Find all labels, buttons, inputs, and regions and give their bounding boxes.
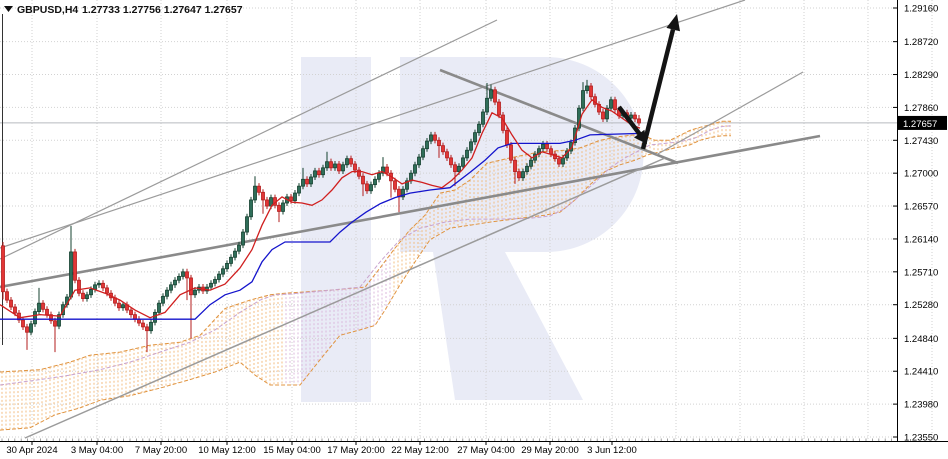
date-axis-label: 3 May 04:00 <box>71 445 123 456</box>
arrow-annotations[interactable] <box>617 14 680 150</box>
chart-menu-triangle-icon[interactable] <box>4 6 13 12</box>
price-axis-label: 1.23550 <box>904 433 938 444</box>
date-axis-label: 29 May 20:00 <box>521 445 579 456</box>
date-axis-label: 7 May 20:00 <box>135 445 187 456</box>
breakout-pointer-arrow-head <box>634 129 647 144</box>
price-axis-label: 1.24840 <box>904 334 938 345</box>
current-price-value: 1.27657 <box>903 119 937 130</box>
price-axis-label: 1.29160 <box>904 4 938 15</box>
price-axis-label: 1.25280 <box>904 300 938 311</box>
date-axis-label: 3 Jun 12:00 <box>587 445 637 456</box>
projection-arrow-up <box>640 28 676 150</box>
date-axis-label: 27 May 04:00 <box>457 445 515 456</box>
price-axis-label: 1.24410 <box>904 367 938 378</box>
current-price-tag: 1.27657 <box>898 115 947 130</box>
price-axis-label: 1.27430 <box>904 136 938 147</box>
price-axis-label: 1.26140 <box>904 234 938 245</box>
price-axis-label: 1.27860 <box>904 103 938 114</box>
price-axis-label: 1.27000 <box>904 169 938 180</box>
price-axis-label: 1.28720 <box>904 37 938 48</box>
breakout-pointer-arrow <box>617 105 642 136</box>
watermark-logo <box>301 57 644 402</box>
ohlc-values-label: 1.27733 1.27756 1.27647 1.27657 <box>82 4 243 16</box>
date-axis-label: 15 May 04:00 <box>263 445 321 456</box>
symbol-period-label: GBPUSD,H4 <box>17 4 78 16</box>
date-axis-label: 22 May 12:00 <box>391 445 449 456</box>
ichimoku-lines <box>0 98 641 320</box>
price-axis-label: 1.25710 <box>904 267 938 278</box>
price-axis-label: 1.23980 <box>904 400 938 411</box>
date-axis-label: 30 Apr 2024 <box>6 445 57 456</box>
date-axis-label: 17 May 20:00 <box>327 445 385 456</box>
price-axis-label: 1.28290 <box>904 70 938 81</box>
price-axis-label: 1.26570 <box>904 202 938 213</box>
date-axis-label: 10 May 12:00 <box>198 445 256 456</box>
projection-arrow-up-head <box>666 14 680 32</box>
chart-title: GBPUSD,H4 1.27733 1.27756 1.27647 1.2765… <box>4 4 243 16</box>
grid-lines <box>0 0 933 441</box>
trendlines[interactable] <box>0 0 821 439</box>
